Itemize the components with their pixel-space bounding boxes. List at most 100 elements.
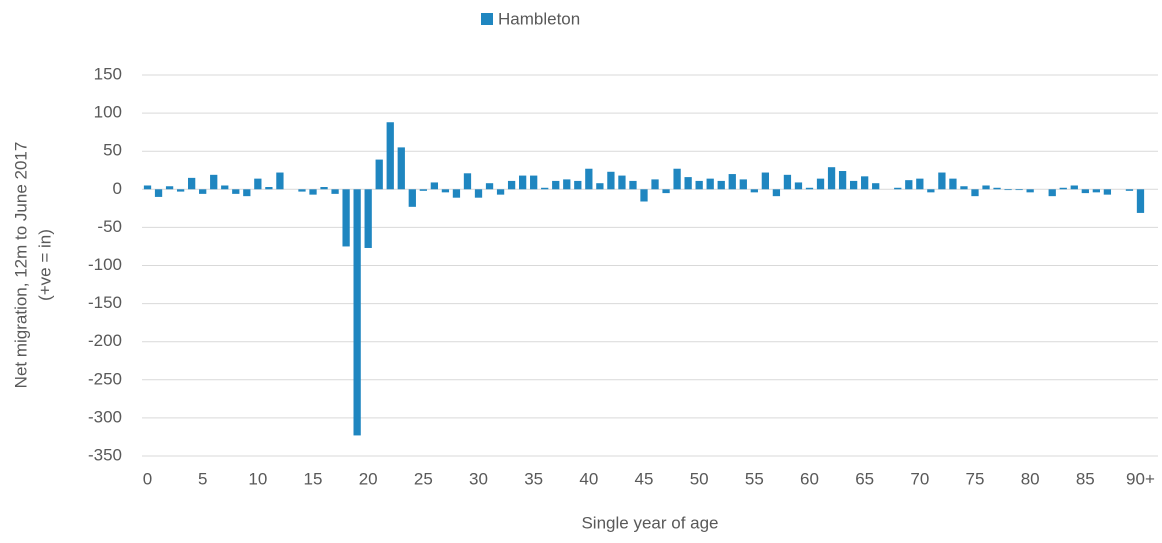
bar [927, 189, 935, 193]
bar [574, 180, 582, 190]
bar [188, 177, 196, 190]
x-tick-label: 65 [855, 469, 874, 488]
x-tick-label: 55 [745, 469, 764, 488]
bar [761, 172, 770, 190]
y-tick-label: -200 [88, 331, 122, 350]
bar [938, 172, 946, 190]
bar [739, 179, 747, 190]
bar [1026, 189, 1034, 193]
bar [397, 147, 405, 190]
bar [309, 189, 317, 195]
bar [1004, 189, 1012, 191]
bar [794, 182, 803, 190]
x-tick-label: 5 [198, 469, 207, 488]
bar [342, 189, 350, 247]
bar [783, 174, 792, 190]
bar [221, 185, 229, 190]
bar [805, 187, 814, 190]
bar [1015, 189, 1023, 191]
y-tick-label: 50 [103, 141, 122, 160]
bar [430, 182, 439, 190]
x-tick-label: 15 [304, 469, 323, 488]
bar [838, 171, 847, 190]
bar [408, 189, 416, 207]
bar [474, 189, 483, 198]
bar [618, 175, 626, 190]
bar [1103, 189, 1112, 195]
bar [1070, 185, 1078, 190]
bar [496, 189, 505, 195]
bar [276, 172, 284, 190]
y-tick-label: -50 [97, 217, 122, 236]
bar [596, 183, 604, 190]
bar [894, 187, 902, 190]
bar [772, 189, 781, 197]
bar [1048, 189, 1056, 197]
bar [585, 168, 593, 190]
x-axis-label: Single year of age [581, 513, 718, 532]
y-tick-label: -100 [88, 255, 122, 274]
x-tick-label: 20 [359, 469, 378, 488]
x-tick-label: 40 [579, 469, 598, 488]
bar [993, 187, 1001, 190]
bar [872, 183, 880, 190]
legend-label: Hambleton [498, 9, 580, 28]
x-tick-label: 75 [966, 469, 985, 488]
bar [816, 178, 825, 190]
bar [441, 189, 450, 193]
x-tick-label: 80 [1021, 469, 1040, 488]
bar [320, 187, 328, 190]
bar [143, 185, 152, 190]
bar [386, 122, 394, 190]
x-tick-label: 0 [143, 469, 152, 488]
bar [199, 189, 207, 194]
bar [849, 180, 858, 190]
x-tick-label: 35 [524, 469, 543, 488]
x-tick-label: 70 [910, 469, 929, 488]
y-axis-label: Net migration, 12m to June 2017 [11, 142, 30, 389]
y-tick-label: -250 [88, 369, 122, 388]
bar [827, 167, 836, 190]
bar [960, 186, 968, 190]
x-tick-label: 10 [248, 469, 267, 488]
bar [662, 189, 670, 194]
bar [176, 189, 185, 192]
bar [165, 186, 174, 190]
bar [1092, 189, 1100, 193]
bar [353, 189, 361, 436]
x-tick-label: 90+ [1126, 469, 1155, 488]
bar [1136, 189, 1145, 213]
bar [243, 189, 251, 197]
bar [375, 159, 383, 190]
bar [364, 189, 372, 248]
bar [949, 178, 957, 190]
bar [640, 189, 648, 202]
y-tick-label: 100 [94, 103, 122, 122]
bar [717, 180, 725, 190]
bar [254, 178, 262, 190]
y-axis-label: (+ve = in) [35, 229, 54, 301]
x-tick-label: 25 [414, 469, 433, 488]
bar [971, 189, 979, 197]
bar [507, 180, 516, 190]
x-tick-label: 60 [800, 469, 819, 488]
y-tick-label: -300 [88, 407, 122, 426]
x-tick-label: 30 [469, 469, 488, 488]
bar [750, 189, 758, 193]
bar [629, 180, 637, 190]
bar [728, 174, 736, 190]
bar [684, 177, 692, 190]
bar [530, 175, 538, 190]
bar [651, 179, 659, 190]
bar [541, 187, 549, 190]
bar [552, 180, 560, 190]
x-tick-label: 50 [690, 469, 709, 488]
bar [463, 173, 472, 190]
bar [331, 189, 339, 194]
y-tick-label: -150 [88, 293, 122, 312]
bar [916, 178, 924, 190]
bar [695, 180, 703, 190]
bar [1059, 187, 1067, 190]
legend-swatch [481, 13, 493, 25]
